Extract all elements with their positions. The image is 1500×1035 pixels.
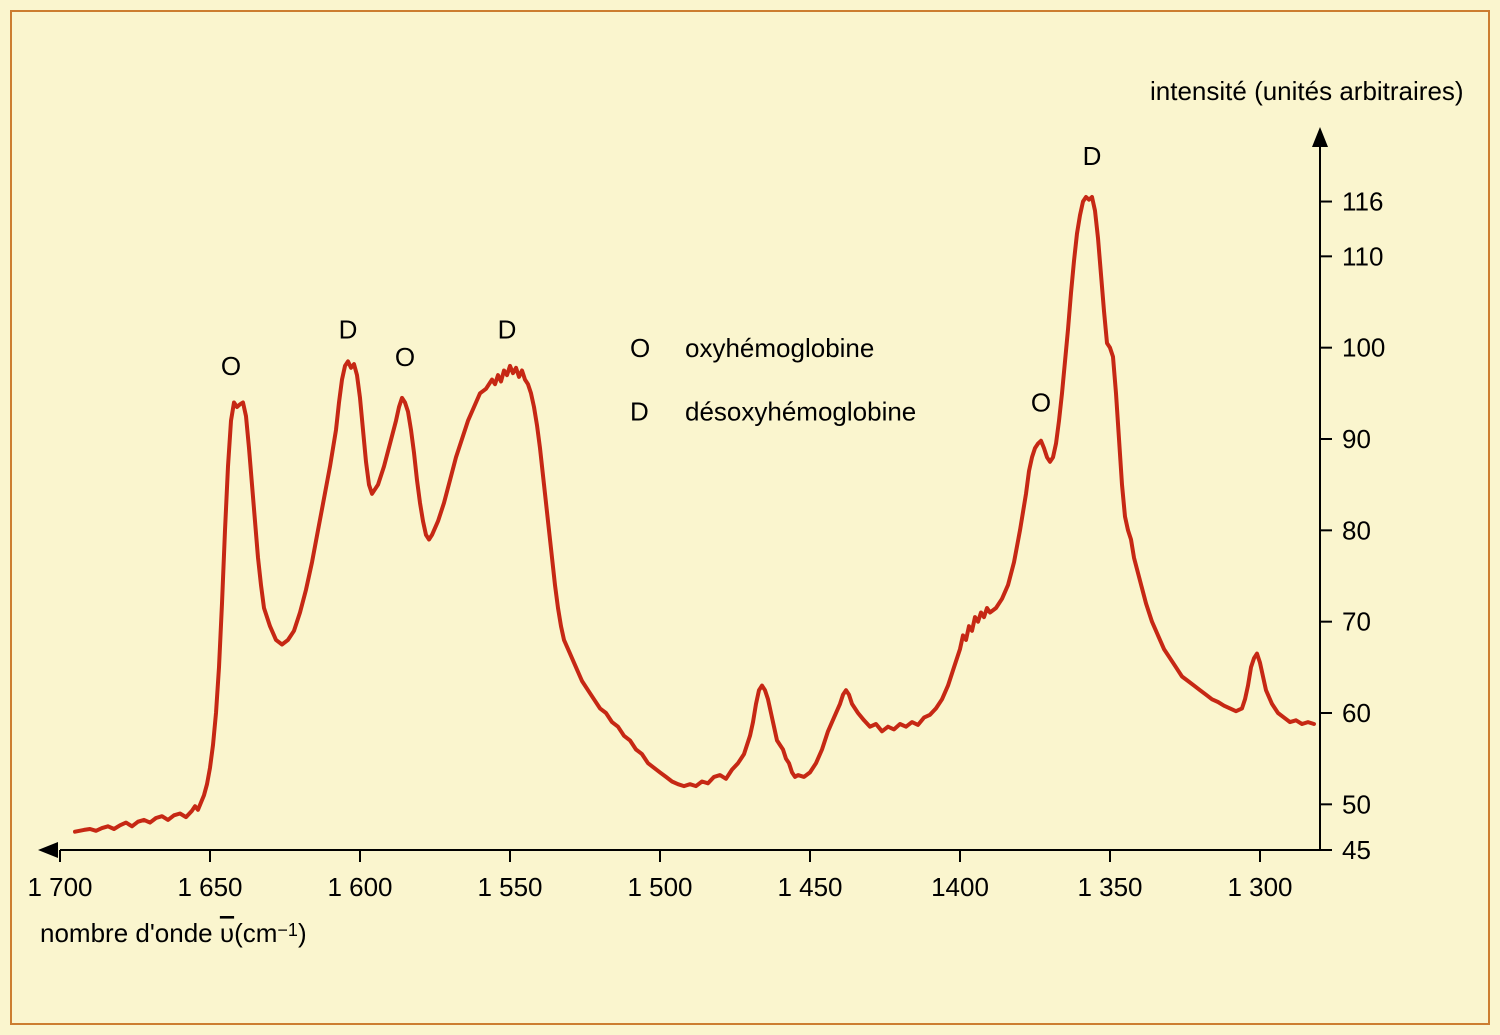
x-tick-label: 1 600 (327, 872, 392, 902)
x-tick-label: 1 550 (477, 872, 542, 902)
y-tick-label: 50 (1342, 789, 1371, 819)
peak-label: D (339, 315, 358, 345)
peak-label: D (1083, 141, 1102, 171)
y-tick-label: 90 (1342, 424, 1371, 454)
peak-label: O (1031, 388, 1051, 418)
x-tick-label: 1 350 (1077, 872, 1142, 902)
peak-label: O (395, 342, 415, 372)
x-tick-label: 1 450 (777, 872, 842, 902)
legend-symbol: O (630, 333, 650, 363)
y-tick-label: 116 (1342, 187, 1383, 217)
y-tick-label: 70 (1342, 607, 1371, 637)
x-tick-label: 1 700 (27, 872, 92, 902)
x-tick-label: 1 300 (1227, 872, 1292, 902)
y-tick-label: 100 (1342, 333, 1385, 363)
peak-label: O (221, 351, 241, 381)
y-axis-title: intensité (unités arbitraires) (1150, 76, 1464, 106)
legend-text: oxyhémoglobine (685, 333, 874, 363)
y-tick-label: 45 (1342, 835, 1371, 865)
peak-label: D (498, 315, 517, 345)
y-tick-label: 110 (1342, 241, 1383, 271)
y-tick-label: 60 (1342, 698, 1371, 728)
x-tick-label: 1400 (931, 872, 989, 902)
legend-symbol: D (630, 397, 649, 427)
legend-text: désoxyhémoglobine (685, 397, 916, 427)
x-tick-label: 1 500 (627, 872, 692, 902)
x-axis-title: nombre d'onde υ(cm−1) (40, 918, 307, 948)
y-tick-label: 80 (1342, 515, 1371, 545)
x-tick-label: 1 650 (177, 872, 242, 902)
spectrum-chart: 1 700 1 650 1 600 1 550 1 500 1 450 1400 1 350 1… (0, 0, 1500, 1035)
